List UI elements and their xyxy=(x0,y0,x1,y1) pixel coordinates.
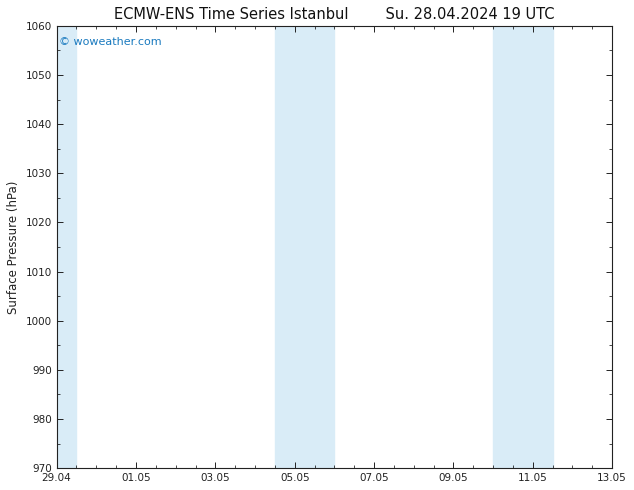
Title: ECMW-ENS Time Series Istanbul        Su. 28.04.2024 19 UTC: ECMW-ENS Time Series Istanbul Su. 28.04.… xyxy=(114,7,555,22)
Bar xyxy=(275,26,334,468)
Y-axis label: Surface Pressure (hPa): Surface Pressure (hPa) xyxy=(7,180,20,314)
Bar xyxy=(493,26,553,468)
Bar xyxy=(56,26,77,468)
Text: © woweather.com: © woweather.com xyxy=(60,37,162,47)
